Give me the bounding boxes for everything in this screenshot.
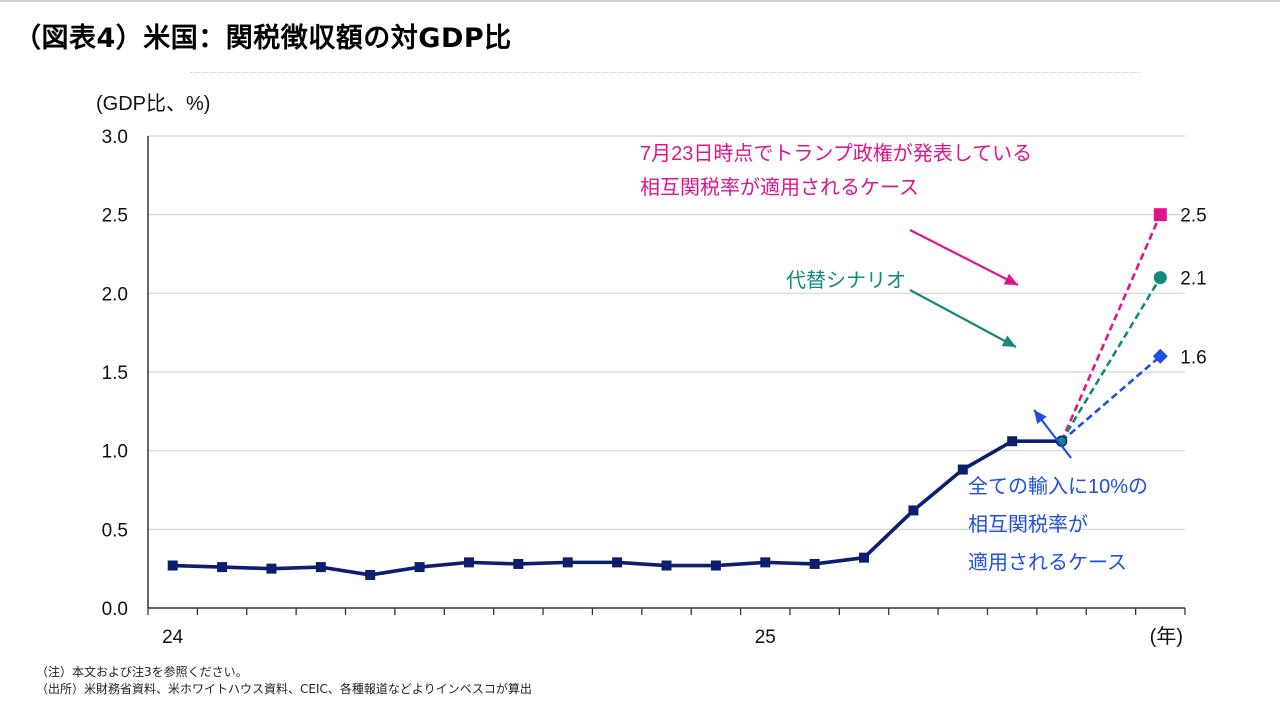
annotation-text-3: 全ての輸入に10%の <box>968 475 1148 498</box>
y-axis-title: (GDP比、%) <box>96 92 210 115</box>
y-tick-label: 2.0 <box>102 284 128 305</box>
annotation-text-3: 相互関税率が <box>968 513 1088 536</box>
annotation-text-1: 7月23日時点でトランプ政権が発表している <box>640 142 1032 165</box>
actual-data-point <box>463 557 474 568</box>
footnote-source: （出所）米財務省資料、米ホワイトハウス資料、CEIC、各種報道などよりインベスコ… <box>36 682 532 696</box>
annotation-text-1: 相互関税率が適用されるケース <box>640 176 919 199</box>
actual-data-point <box>562 557 573 568</box>
footnote-note: （注）本文および注3を参照ください。 <box>36 665 248 679</box>
actual-data-point <box>365 569 376 580</box>
actual-data-point <box>266 563 277 574</box>
actual-data-point <box>710 560 721 571</box>
annotation-arrowhead-1 <box>1003 273 1018 285</box>
page-title: （図表4）米国：関税徴収額の対GDP比 <box>14 23 512 54</box>
y-tick-label: 0.0 <box>102 599 128 620</box>
actual-data-point <box>809 558 820 569</box>
actual-data-point <box>1007 436 1018 447</box>
actual-data-point <box>612 557 623 568</box>
top-rule <box>0 0 1280 2</box>
scenario-line-1 <box>1060 214 1162 442</box>
y-tick-label: 1.0 <box>102 442 128 463</box>
actual-data-point <box>908 505 919 516</box>
scenario-value-label-1: 2.5 <box>1180 206 1206 227</box>
actual-data-point <box>859 552 870 563</box>
scenario-end-point-1 <box>1153 208 1167 222</box>
actual-data-point <box>513 558 524 569</box>
actual-data-point <box>217 562 228 573</box>
annotation-text-3: 適用されるケース <box>968 551 1127 574</box>
scenario-line-3 <box>1060 355 1162 443</box>
x-tick-label: 24 <box>162 627 184 648</box>
actual-data-point <box>167 560 178 571</box>
annotation-arrow-1 <box>909 229 1019 286</box>
actual-data-point <box>661 560 672 571</box>
annotation-arrowhead-2 <box>1001 335 1016 347</box>
y-tick-label: 1.5 <box>102 363 128 384</box>
scenario-end-point-3 <box>1152 348 1168 364</box>
scenario-end-point-2 <box>1153 271 1167 285</box>
y-tick-label: 2.5 <box>102 206 128 227</box>
dotted-divider <box>190 72 1140 73</box>
annotation-text-2: 代替シナリオ <box>786 269 906 292</box>
actual-data-point <box>414 562 425 573</box>
actual-data-point <box>957 464 968 475</box>
actual-data-point <box>760 557 771 568</box>
line-chart: 0.0 0.5 1.0 1.5 2.0 2.5 3.0 24 25 (GDP比、%) (年) 2.5 2… <box>96 92 1207 648</box>
scenario-value-label-3: 1.6 <box>1180 347 1206 368</box>
scenario-line-2 <box>1060 276 1162 442</box>
x-axis-title: (年) <box>1150 625 1183 648</box>
y-tick-label: 3.0 <box>102 127 128 148</box>
scenario-value-label-2: 2.1 <box>1180 269 1206 290</box>
annotation-arrow-2 <box>909 289 1017 348</box>
footnotes: （注）本文および注3を参照ください。 （出所）米財務省資料、米ホワイトハウス資料… <box>36 664 532 698</box>
actual-data-point <box>315 562 326 573</box>
actual-series-line <box>172 439 1062 577</box>
y-tick-label: 0.5 <box>102 520 128 541</box>
annotation-arrowhead-3 <box>1034 410 1047 424</box>
x-tick-label: 25 <box>755 627 776 648</box>
